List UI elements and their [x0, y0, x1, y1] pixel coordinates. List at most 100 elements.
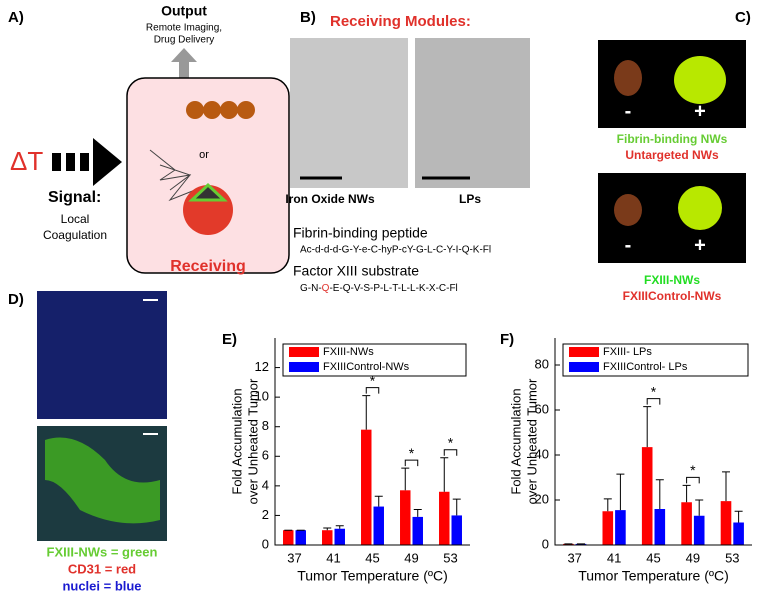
- y-tick-label: 60: [535, 401, 549, 416]
- x-axis-label: Tumor Temperature (ºC): [297, 568, 448, 584]
- output-detail: Remote Imaging,: [146, 23, 222, 34]
- y-tick-label: 2: [262, 507, 269, 522]
- x-tick-label: 41: [326, 550, 340, 565]
- y-axis-label: over Unheated Tumor: [524, 378, 539, 504]
- sign: -: [625, 234, 632, 256]
- bar: [681, 502, 692, 545]
- legend-swatch: [569, 362, 599, 372]
- or-text: or: [199, 149, 209, 161]
- bar: [295, 530, 306, 545]
- legend-text: CD31 = red: [68, 561, 136, 576]
- significance-mark: *: [651, 383, 657, 399]
- signal-arrow: [52, 138, 122, 186]
- bar: [602, 511, 614, 545]
- x-tick-label: 49: [686, 550, 700, 565]
- delta-t: ΔT: [10, 146, 43, 176]
- error-bar: [440, 457, 449, 492]
- error-bar: [734, 510, 743, 523]
- receiving-label: Receiving: [170, 258, 246, 275]
- tem-image: [415, 38, 530, 188]
- output-detail: Drug Delivery: [154, 35, 215, 46]
- legend-label: FXIIIControl- LPs: [603, 361, 688, 373]
- y-tick-label: 8: [262, 418, 269, 433]
- legend-text: nuclei = blue: [62, 578, 141, 593]
- error-bar: [323, 527, 332, 531]
- peptide-sequence: G-N-Q-E-Q-V-S-P-L-T-L-L-K-X-C-Fl: [300, 283, 458, 294]
- y-tick-label: 4: [262, 477, 269, 492]
- axes: [274, 338, 470, 546]
- legend-label: FXIII-NWs: [323, 346, 374, 358]
- error-bar: [616, 473, 625, 511]
- x-tick-label: 49: [404, 550, 418, 565]
- blob: [678, 186, 722, 230]
- error-bar: [603, 498, 612, 512]
- significance-mark: *: [690, 462, 696, 478]
- panel-label: D): [8, 291, 24, 308]
- y-axis-label: over Unheated Tumor: [245, 378, 260, 504]
- bar: [563, 543, 574, 545]
- panel-label: E): [222, 331, 237, 348]
- error-bar: [374, 495, 383, 507]
- output-title: Output: [161, 3, 207, 19]
- error-bar: [682, 484, 691, 503]
- blob: [674, 56, 726, 104]
- sign: -: [625, 100, 632, 122]
- x-tick-label: 37: [287, 550, 301, 565]
- error-bar: [695, 499, 704, 516]
- y-tick-label: 0: [262, 536, 269, 551]
- bar: [439, 491, 450, 545]
- fibrin-sketch: [149, 149, 196, 202]
- peptide-name: Factor XIII substrate: [293, 263, 419, 279]
- error-bar: [362, 395, 371, 430]
- bar: [373, 506, 384, 545]
- error-bar: [721, 471, 730, 502]
- x-tick-label: 53: [443, 550, 457, 565]
- error-bar: [413, 509, 422, 517]
- y-tick-label: 40: [535, 446, 549, 461]
- image-label: Iron Oxide NWs: [285, 192, 375, 206]
- legend-text: FXIIIControl-NWs: [623, 289, 722, 303]
- significance-bracket: [404, 459, 419, 467]
- peptide-sequence: Ac-d-d-d-G-Y-e-C-hyP-cY-G-L-C-Y-I-Q-K-Fl: [300, 245, 491, 256]
- panel-label: F): [500, 331, 514, 348]
- legend-text: Fibrin-binding NWs: [617, 132, 728, 146]
- liposome-cut: [188, 182, 228, 202]
- signal-detail: Coagulation: [43, 228, 107, 242]
- legend-swatch: [569, 347, 599, 357]
- significance-bracket: [365, 387, 380, 394]
- tem-image: [290, 38, 408, 188]
- image-label: LPs: [459, 192, 481, 206]
- legend-swatch: [289, 347, 319, 357]
- error-bar: [452, 498, 461, 516]
- x-tick-label: 45: [365, 550, 379, 565]
- significance-bracket: [646, 398, 661, 405]
- panel-label: A): [8, 9, 24, 26]
- significance-bracket: [443, 449, 458, 456]
- green-stain: [45, 437, 160, 524]
- x-tick-label: 41: [607, 550, 621, 565]
- nw-chain: [186, 101, 255, 119]
- bar: [693, 515, 705, 545]
- modules-title: Receiving Modules:: [330, 13, 471, 30]
- x-tick-label: 53: [725, 550, 739, 565]
- bar: [322, 530, 333, 545]
- significance-mark: *: [370, 372, 376, 388]
- bar: [575, 543, 587, 545]
- micrograph: [37, 291, 167, 419]
- legend-text: FXIII-NWs: [644, 273, 700, 287]
- error-bar: [643, 406, 652, 448]
- bar: [361, 429, 372, 545]
- signal-detail: Local: [61, 212, 90, 226]
- y-tick-label: 0: [542, 536, 549, 551]
- y-tick-label: 80: [535, 356, 549, 371]
- x-axis-label: Tumor Temperature (ºC): [578, 568, 729, 584]
- x-tick-label: 45: [646, 550, 660, 565]
- sign: +: [694, 234, 706, 256]
- panel-label: B): [300, 9, 316, 26]
- legend-swatch: [289, 362, 319, 372]
- y-tick-label: 20: [535, 491, 549, 506]
- bar: [654, 509, 666, 545]
- bar: [334, 528, 345, 545]
- bar: [412, 516, 423, 545]
- y-axis-label: Fold Accumulation: [229, 388, 244, 494]
